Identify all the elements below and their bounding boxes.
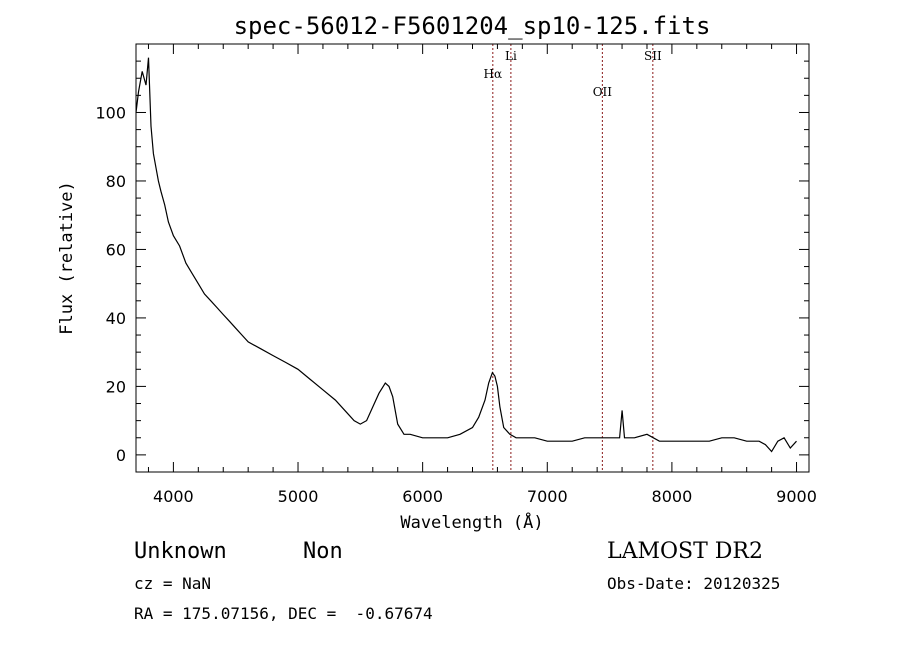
- redshift-text: cz = NaN: [134, 574, 212, 593]
- y-axis-label: Flux (relative): [57, 181, 77, 335]
- axis-ticks: [136, 44, 809, 473]
- x-tick-label: 8000: [652, 487, 693, 506]
- spectrum-line-0: [135, 57, 797, 453]
- marker-label-2: OII: [593, 85, 613, 99]
- marker-label-1: Li: [505, 49, 517, 63]
- x-tick-label: 4000: [153, 487, 194, 506]
- x-tick-label: 9000: [776, 487, 817, 506]
- y-tick-label: 40: [106, 309, 126, 328]
- y-tick-label: 20: [106, 377, 126, 396]
- plot-frame: [135, 43, 810, 473]
- x-axis-label: Wavelength (Å): [400, 511, 543, 533]
- marker-label-0: Hα: [484, 67, 503, 81]
- y-tick-labels: 0 20 40 60 80 100: [95, 103, 126, 464]
- y-tick-label: 0: [116, 446, 126, 465]
- line-markers: [492, 44, 654, 472]
- y-tick-label: 80: [106, 172, 126, 191]
- object-subclass: Non: [303, 539, 343, 564]
- marker-label-3: SII: [644, 49, 662, 63]
- y-tick-label: 60: [106, 240, 126, 259]
- survey-label: LAMOST DR2: [607, 539, 763, 564]
- object-class: Unknown: [134, 539, 227, 564]
- obs-date-text: Obs-Date: 20120325: [607, 574, 781, 593]
- x-tick-labels: 4000 5000 6000 7000 8000 9000: [153, 487, 817, 506]
- ra-dec-text: RA = 175.07156, DEC = -0.67674: [134, 604, 433, 623]
- x-tick-label: 7000: [527, 487, 568, 506]
- chart-title: spec-56012-F5601204_sp10-125.fits: [234, 12, 711, 40]
- spectrum-series: [135, 57, 797, 453]
- y-tick-label: 100: [95, 103, 126, 122]
- x-tick-label: 6000: [402, 487, 443, 506]
- x-tick-label: 5000: [278, 487, 319, 506]
